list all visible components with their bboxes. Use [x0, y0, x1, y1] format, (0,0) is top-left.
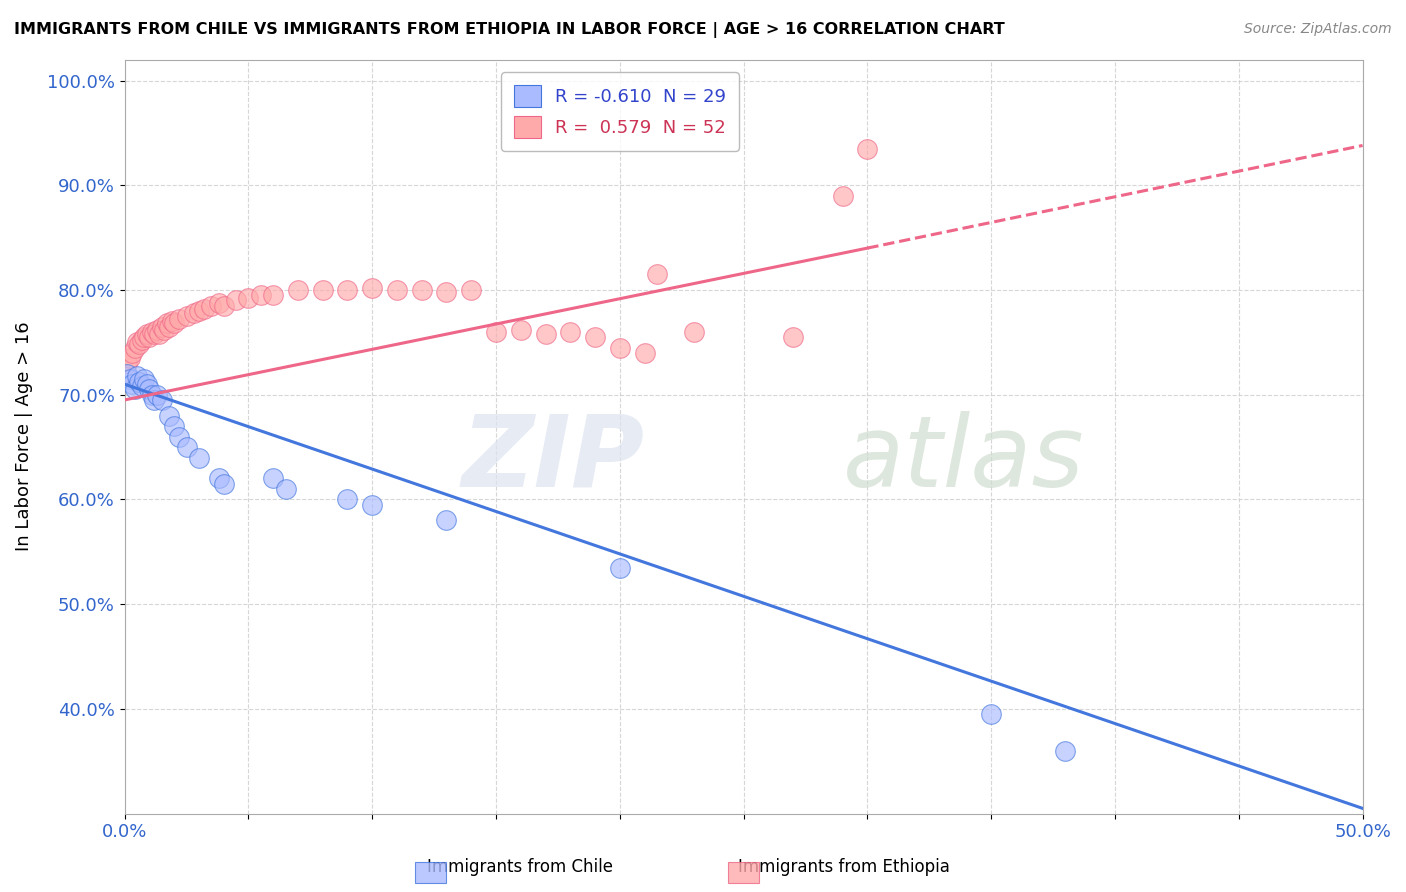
Point [287, 283, 309, 297]
Point [208, 295, 231, 310]
Point [163, 317, 186, 331]
Point [148, 326, 170, 341]
Point [146, 388, 169, 402]
Point [683, 325, 706, 339]
Text: atlas: atlas [842, 410, 1084, 508]
Point [146, 323, 169, 337]
Point [163, 419, 186, 434]
Point [200, 299, 222, 313]
Point [131, 379, 153, 393]
Point [436, 285, 458, 299]
Point [138, 383, 160, 397]
Point [157, 409, 180, 423]
Point [167, 429, 190, 443]
Point [831, 188, 853, 202]
Point [560, 325, 582, 339]
Point [131, 333, 153, 347]
Point [187, 450, 209, 465]
Point [485, 325, 508, 339]
Point [125, 368, 148, 383]
Point [534, 326, 557, 341]
Point [411, 283, 433, 297]
Point [128, 337, 150, 351]
Point [124, 341, 146, 355]
Point [782, 330, 804, 344]
Text: Immigrants from Ethiopia: Immigrants from Ethiopia [738, 858, 949, 876]
Point [274, 482, 297, 496]
Y-axis label: In Labor Force | Age > 16: In Labor Force | Age > 16 [15, 322, 32, 551]
Point [1054, 744, 1077, 758]
Point [645, 267, 668, 281]
Point [633, 346, 655, 360]
Point [336, 492, 359, 507]
Point [238, 291, 260, 305]
Point [167, 312, 190, 326]
Text: IMMIGRANTS FROM CHILE VS IMMIGRANTS FROM ETHIOPIA IN LABOR FORCE | AGE > 16 CORR: IMMIGRANTS FROM CHILE VS IMMIGRANTS FROM… [14, 22, 1005, 38]
Point [980, 707, 1002, 722]
Point [176, 440, 198, 454]
Point [135, 377, 157, 392]
Point [361, 498, 384, 512]
Point [118, 351, 141, 365]
Point [609, 341, 631, 355]
Text: Immigrants from Chile: Immigrants from Chile [427, 858, 613, 876]
Point [212, 299, 235, 313]
Point [312, 283, 335, 297]
Point [115, 367, 138, 381]
Text: ZIP: ZIP [461, 410, 644, 508]
Point [249, 288, 271, 302]
Point [125, 335, 148, 350]
Point [361, 281, 384, 295]
Point [262, 471, 284, 485]
Point [509, 323, 531, 337]
Point [160, 314, 183, 328]
Point [262, 288, 284, 302]
Point [225, 293, 247, 308]
Point [385, 283, 408, 297]
Point [121, 377, 143, 392]
Point [856, 142, 879, 156]
Point [143, 326, 166, 341]
Point [153, 323, 176, 337]
Point [187, 304, 209, 318]
Text: Source: ZipAtlas.com: Source: ZipAtlas.com [1244, 22, 1392, 37]
Point [124, 383, 146, 397]
Point [135, 326, 157, 341]
Point [118, 372, 141, 386]
Point [183, 306, 205, 320]
Point [460, 283, 482, 297]
Point [115, 356, 138, 370]
Point [336, 283, 359, 297]
Point [609, 560, 631, 574]
Point [150, 319, 173, 334]
Point [141, 325, 163, 339]
Point [134, 372, 156, 386]
Point [193, 301, 215, 316]
Point [176, 309, 198, 323]
Point [143, 392, 166, 407]
Point [141, 388, 163, 402]
Point [212, 476, 235, 491]
Point [150, 392, 173, 407]
Point [128, 375, 150, 389]
Point [156, 317, 179, 331]
Point [121, 346, 143, 360]
Point [157, 319, 180, 334]
Point [436, 513, 458, 527]
Point [208, 471, 231, 485]
Point [583, 330, 606, 344]
Legend: R = -0.610  N = 29, R =  0.579  N = 52: R = -0.610 N = 29, R = 0.579 N = 52 [501, 72, 738, 151]
Point [138, 330, 160, 344]
Point [134, 330, 156, 344]
